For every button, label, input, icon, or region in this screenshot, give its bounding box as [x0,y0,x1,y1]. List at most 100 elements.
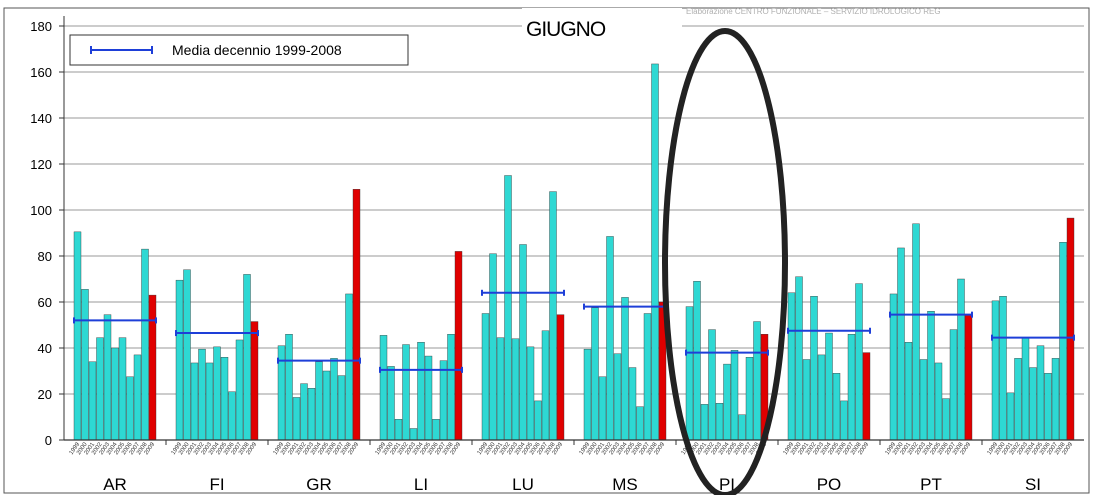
bar-po-2006 [840,400,848,441]
bar-si-2008 [1059,241,1067,441]
bar-fi-2004 [213,346,221,441]
bar-fi-2007 [235,339,244,441]
x-group-label-pi: PI [719,475,735,494]
legend-label-media: Media decennio 1999-2008 [172,42,342,58]
bar-po-2001 [802,359,811,441]
bar-pt-2009 [964,314,973,441]
bar-ar-2007 [133,354,142,441]
x-group-label-pt: PT [920,475,942,494]
bar-gr-2003 [307,388,316,441]
x-group-label-li: LI [414,475,428,494]
bar-gr-2009 [352,189,361,441]
bar-pt-2004 [927,311,935,441]
bar-ms-2001 [598,376,607,441]
bar-fi-1999 [175,279,184,441]
bar-pi-2006 [738,414,746,441]
y-tick-label: 160 [30,65,52,80]
bar-po-2005 [832,373,841,441]
x-group-label-si: SI [1025,475,1041,494]
bar-si-2003 [1021,337,1030,441]
bar-fi-2000 [183,269,191,441]
bar-pt-1999 [889,293,898,441]
bars-layer [73,63,1075,441]
bar-lu-2003 [511,338,520,441]
bar-ms-2004 [621,297,629,441]
bar-ar-1999 [73,231,82,441]
bar-li-2004 [417,342,425,441]
bar-ms-2002 [606,236,614,441]
x-group-label-ar: AR [103,475,127,494]
bar-ms-1999 [583,348,592,441]
bar-ms-2008 [651,63,659,441]
bar-ar-2004 [111,347,119,441]
bar-fi-2002 [198,348,206,441]
bar-po-2008 [855,283,863,441]
chart-subtitle: Elaborazione CENTRO FUNZIONALE – SERVIZI… [686,7,941,16]
bar-pt-2000 [897,247,905,441]
bar-li-2009 [454,251,463,441]
bar-li-2005 [424,355,433,441]
y-tick-label: 40 [38,341,52,356]
bar-po-2002 [810,296,818,441]
bar-ar-2006 [126,376,134,441]
bar-gr-2005 [322,370,331,441]
bar-po-2004 [825,332,833,441]
bar-pi-2001 [700,404,709,441]
bar-pt-2002 [912,223,920,441]
bar-pt-2008 [957,278,965,441]
bar-lu-1999 [481,313,490,441]
bar-po-2000 [795,276,803,441]
bar-si-2002 [1014,358,1022,441]
bar-ar-2008 [141,248,149,441]
bar-li-2002 [402,344,410,441]
bar-po-2009 [862,352,871,441]
bar-fi-2008 [243,274,251,441]
bar-ms-2005 [628,367,637,441]
bar-po-1999 [787,292,796,441]
bar-si-2005 [1036,345,1045,441]
y-tick-label: 0 [45,433,52,448]
bar-ar-2003 [103,314,112,441]
bar-gr-2006 [330,358,338,441]
bar-gr-2008 [345,293,353,441]
x-group-label-lu: LU [512,475,534,494]
chart-title: GIUGNO [526,18,606,41]
bar-fi-2005 [220,357,229,441]
legend: Media decennio 1999-2008 [69,34,409,66]
bar-fi-2009 [250,321,259,441]
bar-lu-2009 [556,314,565,441]
bar-li-2006 [432,419,440,441]
x-group-label-gr: GR [306,475,332,494]
bar-pt-2001 [904,342,913,441]
bar-po-2003 [817,354,826,441]
bar-pi-2000 [693,281,701,441]
bar-ar-2001 [88,361,97,441]
x-axis-labels: 1999200020012002200320042005200620072008… [69,440,1075,494]
bar-si-2006 [1044,373,1052,441]
bar-li-2007 [439,360,448,441]
bar-si-2004 [1029,367,1037,441]
y-tick-label: 100 [30,203,52,218]
y-tick-label: 20 [38,387,52,402]
y-tick-label: 80 [38,249,52,264]
bar-lu-2004 [519,244,527,441]
bar-li-2003 [409,428,418,441]
bar-gr-2002 [300,383,308,441]
bar-lu-2000 [489,253,497,441]
bar-pi-2008 [753,321,761,441]
bar-ms-2003 [613,353,622,441]
bar-gr-2000 [285,334,293,441]
bar-fi-2006 [228,391,236,441]
x-group-label-ms: MS [612,475,638,494]
bar-pi-2007 [745,357,754,441]
y-tick-label: 120 [30,157,52,172]
bar-lu-2005 [526,346,535,441]
bar-li-1999 [379,335,388,441]
bar-pi-2004 [723,363,731,441]
title-background [522,8,682,48]
bar-lu-2002 [504,175,512,441]
bar-si-2009 [1066,217,1075,441]
bar-pt-2007 [949,329,958,441]
